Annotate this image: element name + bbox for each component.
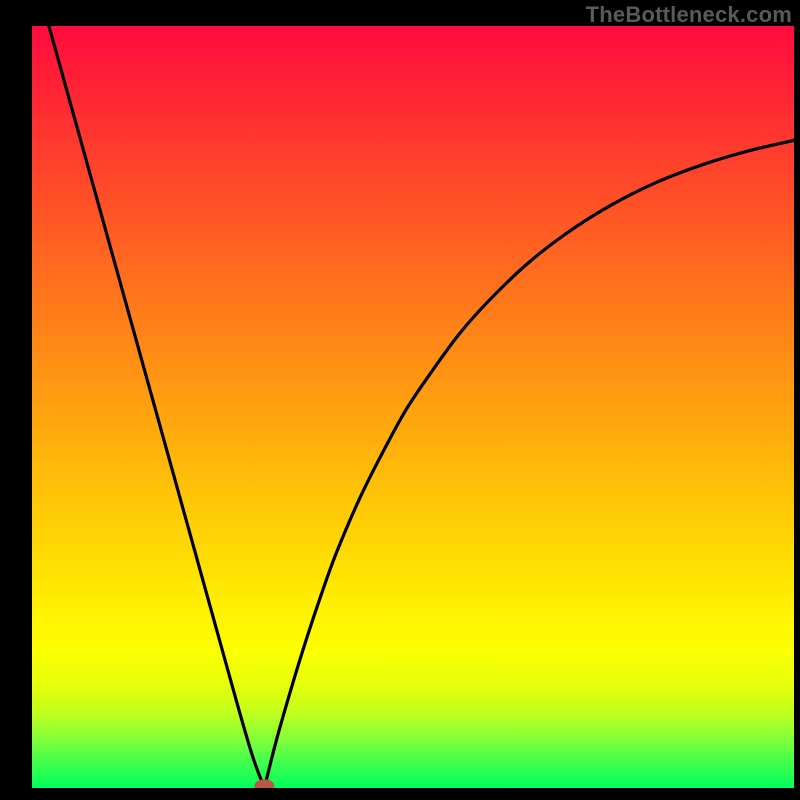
chart-container: TheBottleneck.com xyxy=(0,0,800,800)
gradient-background xyxy=(32,26,794,788)
watermark-text: TheBottleneck.com xyxy=(586,2,792,28)
plot-area xyxy=(32,26,794,788)
plot-svg xyxy=(32,26,794,788)
